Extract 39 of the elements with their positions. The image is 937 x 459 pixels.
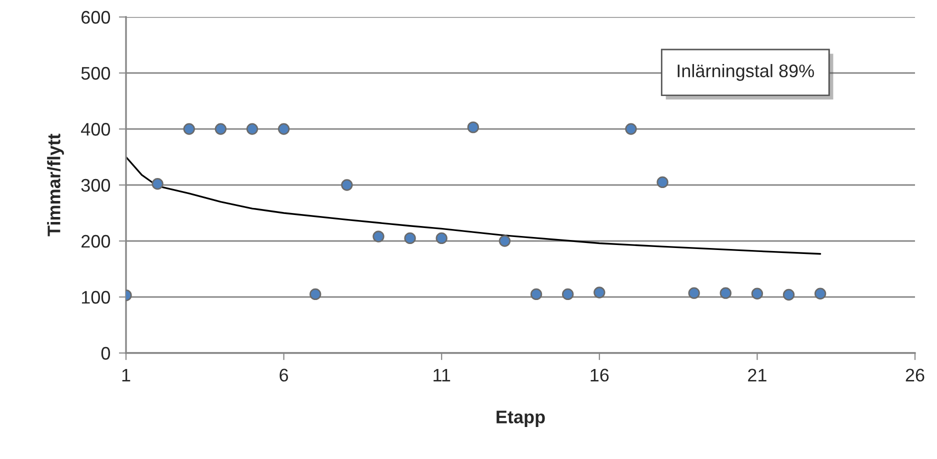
y-tick-label: 100 xyxy=(82,290,110,304)
x-tick-label: 6 xyxy=(280,368,288,382)
x-tick-label: 1 xyxy=(122,368,130,382)
point xyxy=(214,123,227,135)
point xyxy=(814,288,826,300)
y-tick-label: 200 xyxy=(82,234,110,248)
point xyxy=(310,288,322,300)
point xyxy=(372,230,384,242)
point xyxy=(625,123,637,135)
point xyxy=(530,288,542,300)
point xyxy=(562,288,574,300)
y-tick-label: 600 xyxy=(82,10,110,24)
point xyxy=(656,176,668,188)
annotation: Inlärningstal 89% xyxy=(678,64,814,81)
y-tick-label: 400 xyxy=(81,122,110,136)
y-tick-label: 0 xyxy=(101,346,110,360)
y-tick-label: 500 xyxy=(81,66,110,80)
point xyxy=(152,178,164,190)
point xyxy=(404,232,416,244)
point xyxy=(183,123,195,135)
x-tick-label: 26 xyxy=(906,368,924,382)
point xyxy=(341,179,353,191)
x-tick-label: 16 xyxy=(590,368,609,382)
x-axis-title: Etapp xyxy=(496,410,545,427)
point xyxy=(436,232,448,244)
line-series xyxy=(126,156,822,255)
point xyxy=(688,287,700,299)
point xyxy=(782,288,795,301)
point xyxy=(467,121,480,134)
point xyxy=(720,287,732,299)
x-tick-label: 11 xyxy=(434,368,450,382)
point xyxy=(751,288,764,300)
point xyxy=(246,123,258,135)
point xyxy=(594,286,606,298)
y-tick-label: 300 xyxy=(81,178,110,192)
point xyxy=(278,123,290,135)
point xyxy=(498,235,511,247)
x-tick-label: 21 xyxy=(748,368,766,382)
y-axis-title: Timmar/flytt xyxy=(47,134,64,236)
